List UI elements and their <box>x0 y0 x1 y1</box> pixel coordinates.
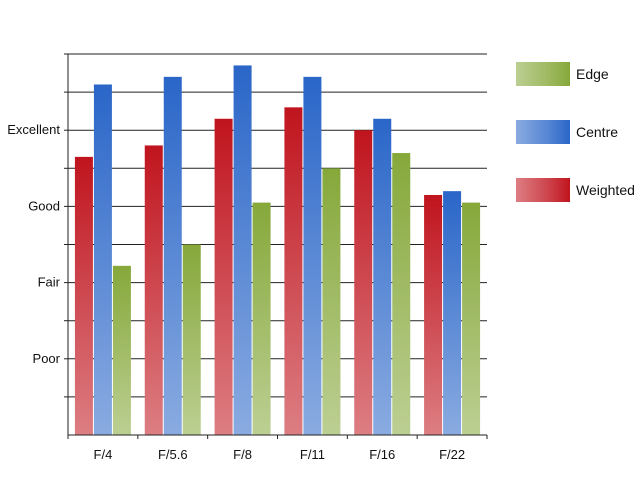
bar-centre-f-4 <box>93 84 112 435</box>
bar-centre-f-11 <box>303 76 322 436</box>
bar-weighted-f-16 <box>354 130 373 435</box>
bar-weighted-f-4 <box>74 156 93 435</box>
bar-weighted-f-22 <box>424 194 443 435</box>
bar-centre-f-16 <box>373 118 392 436</box>
y-axis-tick-labels: Poor Fair Good Excellent <box>7 122 60 366</box>
legend-swatch-centre <box>516 120 570 144</box>
bar-edge-f-8 <box>252 202 271 435</box>
legend-label: Weighted <box>576 182 635 198</box>
legend-swatch-edge <box>516 62 570 86</box>
legend-item-centre: Centre <box>516 120 618 144</box>
bar-edge-f-11 <box>322 168 341 436</box>
axes <box>64 53 488 439</box>
bar-edge-f-4 <box>112 265 131 435</box>
legend-item-edge: Edge <box>516 62 609 86</box>
bar-centre-f-22 <box>443 191 462 435</box>
bar-centre-f-8 <box>233 65 252 436</box>
x-tick-label: F/4 <box>94 447 113 462</box>
bar-edge-f-16 <box>392 153 411 435</box>
bar-weighted-f-8 <box>214 118 233 436</box>
y-tick-label: Poor <box>33 351 61 366</box>
bar-weighted-f-5-6 <box>144 145 163 435</box>
legend-swatch-weighted <box>516 178 570 202</box>
x-tick-label: F/11 <box>300 447 325 462</box>
x-tick-label: F/8 <box>233 447 252 462</box>
legend-item-weighted: Weighted <box>516 178 635 202</box>
bar-edge-f-5-6 <box>182 244 201 435</box>
legend: Edge Centre Weighted <box>516 62 635 202</box>
bar-weighted-f-11 <box>284 107 303 435</box>
x-axis-tick-labels: F/4 F/5.6 F/8 F/11 F/16 F/22 <box>94 447 466 462</box>
bar-edge-f-22 <box>462 202 481 435</box>
grid-lines <box>68 53 487 398</box>
x-tick-label: F/16 <box>369 447 395 462</box>
x-tick-label: F/5.6 <box>158 447 188 462</box>
x-tick-label: F/22 <box>439 447 465 462</box>
bar-centre-f-5-6 <box>163 76 182 436</box>
y-tick-label: Good <box>28 198 60 213</box>
y-tick-label: Excellent <box>7 122 60 137</box>
legend-label: Centre <box>576 124 618 140</box>
legend-label: Edge <box>576 66 609 82</box>
bars <box>74 65 481 436</box>
y-tick-label: Fair <box>38 275 61 290</box>
